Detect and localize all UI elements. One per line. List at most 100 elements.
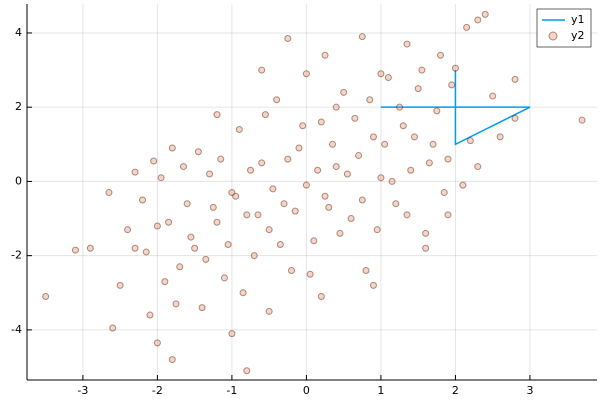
y-tick-label: 2	[15, 100, 22, 113]
point	[496, 133, 504, 141]
point	[429, 140, 437, 148]
point	[261, 111, 269, 119]
point	[336, 229, 344, 237]
point	[217, 155, 225, 163]
point	[280, 200, 288, 208]
point	[437, 51, 445, 59]
point	[302, 181, 310, 189]
point	[366, 96, 374, 104]
point	[511, 75, 519, 83]
point	[209, 203, 217, 211]
point	[153, 339, 161, 347]
point	[213, 111, 221, 119]
point	[399, 122, 407, 130]
point	[142, 248, 150, 256]
point	[451, 64, 459, 72]
y-tick-label: -4	[11, 323, 22, 336]
legend-swatch	[548, 31, 558, 41]
x-tick-label: -3	[77, 384, 88, 397]
point	[157, 174, 165, 182]
point	[146, 311, 154, 319]
point	[463, 23, 471, 31]
point	[191, 244, 199, 252]
point	[153, 222, 161, 230]
x-tick-label: 1	[377, 384, 384, 397]
point	[340, 88, 348, 96]
point	[116, 281, 124, 289]
point	[314, 166, 322, 174]
point	[243, 367, 251, 375]
point	[165, 218, 173, 226]
point	[403, 211, 411, 219]
point	[306, 270, 314, 278]
point	[448, 81, 456, 89]
point	[403, 40, 411, 48]
point	[291, 207, 299, 215]
point	[124, 226, 132, 234]
point	[459, 181, 467, 189]
y-tick-label: 4	[15, 26, 22, 39]
point	[578, 116, 586, 124]
point	[179, 163, 187, 171]
point	[317, 292, 325, 300]
point	[474, 163, 482, 171]
point	[373, 226, 381, 234]
point	[176, 263, 184, 271]
point	[172, 300, 180, 308]
point	[105, 189, 113, 197]
point	[168, 356, 176, 364]
point	[328, 140, 336, 148]
point	[407, 166, 415, 174]
point	[161, 278, 169, 286]
point	[247, 166, 255, 174]
point	[109, 324, 117, 332]
point	[258, 66, 266, 74]
x-tick-label: -2	[152, 384, 163, 397]
legend-label: y1	[571, 13, 585, 26]
point	[440, 189, 448, 197]
point	[396, 103, 404, 111]
point	[474, 16, 482, 24]
point	[325, 203, 333, 211]
point	[187, 233, 195, 241]
point	[131, 244, 139, 252]
point	[299, 122, 307, 130]
x-tick-label: 0	[303, 384, 310, 397]
point	[422, 244, 430, 252]
point	[202, 255, 210, 263]
point	[228, 330, 236, 338]
point	[239, 289, 247, 297]
point	[310, 237, 318, 245]
point	[235, 125, 243, 133]
point	[343, 170, 351, 178]
point	[414, 85, 422, 93]
point	[418, 66, 426, 74]
point	[381, 140, 389, 148]
point	[388, 177, 396, 185]
point	[321, 51, 329, 59]
x-tick-label: 2	[452, 384, 459, 397]
x-tick-label: -1	[226, 384, 237, 397]
point	[489, 92, 497, 100]
point	[265, 307, 273, 315]
point	[302, 70, 310, 78]
point	[481, 10, 489, 18]
point	[198, 304, 206, 312]
point	[138, 196, 146, 204]
point	[422, 229, 430, 237]
point	[243, 211, 251, 219]
point	[276, 241, 284, 249]
point	[265, 226, 273, 234]
point	[410, 133, 418, 141]
point	[213, 218, 221, 226]
point	[183, 200, 191, 208]
point	[332, 103, 340, 111]
point	[131, 168, 139, 176]
point	[358, 196, 366, 204]
point	[288, 267, 296, 275]
y-tick-label: 0	[15, 174, 22, 187]
point	[168, 144, 176, 152]
point	[384, 73, 392, 81]
point	[332, 163, 340, 171]
